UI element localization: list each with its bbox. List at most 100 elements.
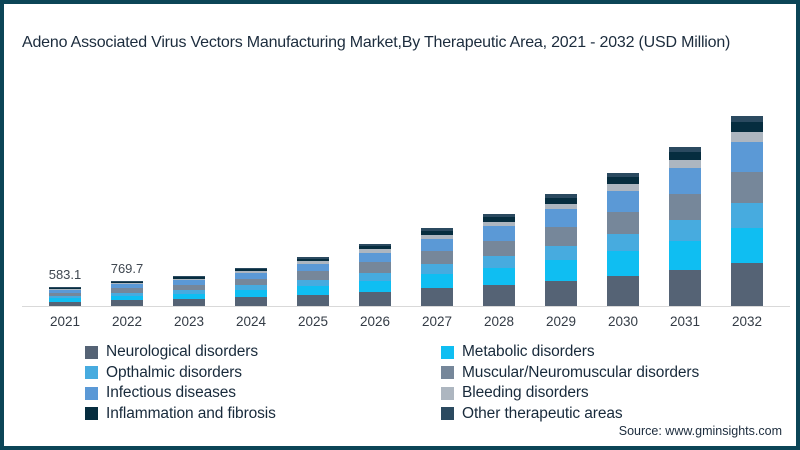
- bar-value-label: 583.1: [48, 267, 82, 283]
- bar-column: 769.7: [96, 111, 158, 306]
- bar-segment: [421, 227, 453, 231]
- bar-segment: [669, 240, 701, 271]
- bar-segment: [111, 292, 143, 296]
- bar-segment: [111, 288, 143, 293]
- stacked-bar: [297, 256, 329, 306]
- bar-segment: [421, 274, 453, 289]
- bar-segment: [297, 256, 329, 259]
- legend-swatch: [441, 345, 454, 359]
- bar-segment: [731, 203, 763, 229]
- legend-swatch: [441, 407, 454, 421]
- bar-segment: [359, 280, 391, 293]
- bar-segment: [545, 203, 577, 210]
- bar-segment: [607, 234, 639, 252]
- legend-swatch: [85, 345, 98, 359]
- bar-segment: [49, 287, 81, 289]
- x-axis-label: 2027: [421, 314, 453, 329]
- bar-segment: [297, 279, 329, 286]
- bar-segment: [545, 194, 577, 198]
- legend-swatch: [441, 386, 454, 400]
- bar-segment: [545, 227, 577, 246]
- legend-item: Other therapeutic areas: [415, 404, 771, 425]
- x-axis-label: 2029: [545, 314, 577, 329]
- x-axis-label: 2021: [49, 314, 81, 329]
- bar-segment: [111, 281, 143, 284]
- x-axis-label: 2028: [483, 314, 515, 329]
- stacked-bar: [173, 275, 205, 306]
- bar-segment: [359, 246, 391, 250]
- x-axis-label: 2032: [731, 314, 763, 329]
- legend-item: Inflammation and fibrosis: [59, 404, 415, 425]
- bar-segment: [483, 221, 515, 227]
- bar-segment: [297, 271, 329, 280]
- x-axis-label: 2026: [359, 314, 391, 329]
- stacked-bar: [483, 214, 515, 306]
- bar-segment: [235, 273, 267, 280]
- stacked-bar: [669, 146, 701, 306]
- bar-column: 583.1: [34, 111, 96, 306]
- bar-segment: [483, 241, 515, 257]
- chart-title: Adeno Associated Virus Vectors Manufactu…: [22, 34, 731, 51]
- bar-segment: [173, 293, 205, 300]
- bar-segment: [173, 276, 205, 279]
- bar-segment: [731, 116, 763, 123]
- bar-segment: [235, 269, 267, 272]
- bar-segment: [235, 271, 267, 274]
- bar-column: [158, 111, 220, 306]
- legend-item: Bleeding disorders: [415, 383, 771, 404]
- legend-item: Infectious diseases: [59, 383, 415, 404]
- stacked-bar: [49, 287, 81, 306]
- bar-segment: [545, 245, 577, 261]
- bar-segment: [483, 256, 515, 269]
- bar-segment: [111, 283, 143, 285]
- bar-segment: [111, 295, 143, 301]
- bar-segment: [49, 301, 81, 306]
- bar-segment: [545, 209, 577, 228]
- bar-segment: [359, 249, 391, 253]
- bar-segment: [607, 276, 639, 306]
- bar-segment: [483, 285, 515, 306]
- legend: Neurological disorders Metabolic disorder…: [59, 342, 771, 424]
- bar-segment: [359, 262, 391, 273]
- bar-segment: [669, 220, 701, 241]
- bar-segment: [297, 285, 329, 295]
- stacked-bar: [111, 281, 143, 306]
- stacked-bar: [359, 244, 391, 306]
- bar-segment: [607, 173, 639, 178]
- bar-segment: [483, 214, 515, 218]
- legend-label: Infectious diseases: [106, 384, 236, 402]
- legend-label: Bleeding disorders: [462, 384, 589, 402]
- bar-segment: [545, 260, 577, 281]
- bar-segment: [545, 280, 577, 306]
- bar-segment: [297, 258, 329, 262]
- bar-segment: [669, 152, 701, 161]
- bar-segment: [731, 172, 763, 204]
- bar-segment: [669, 146, 701, 153]
- bar-segment: [731, 122, 763, 133]
- bar-column: [716, 111, 778, 306]
- legend-swatch: [85, 366, 98, 380]
- bar-column: [530, 111, 592, 306]
- stacked-bar: [421, 227, 453, 306]
- legend-label: Muscular/Neuromuscular disorders: [462, 363, 700, 381]
- bar-segment: [607, 184, 639, 191]
- bars-container: 583.1 769.7: [34, 111, 778, 306]
- bar-segment: [421, 230, 453, 235]
- bar-segment: [173, 289, 205, 294]
- bar-column: [468, 111, 530, 306]
- bar-segment: [669, 270, 701, 306]
- legend-label: Opthalmic disorders: [106, 363, 242, 381]
- bar-segment: [359, 244, 391, 247]
- x-axis-label: 2023: [173, 314, 205, 329]
- bar-segment: [111, 281, 143, 282]
- bar-segment: [173, 299, 205, 306]
- legend-label: Inflammation and fibrosis: [106, 404, 276, 422]
- bar-segment: [173, 275, 205, 277]
- bar-segment: [483, 226, 515, 242]
- bar-segment: [607, 212, 639, 235]
- bar-segment: [49, 295, 81, 299]
- x-axis-label: 2025: [297, 314, 329, 329]
- stacked-bar: [235, 268, 267, 306]
- bar-segment: [731, 141, 763, 173]
- bar-segment: [607, 251, 639, 277]
